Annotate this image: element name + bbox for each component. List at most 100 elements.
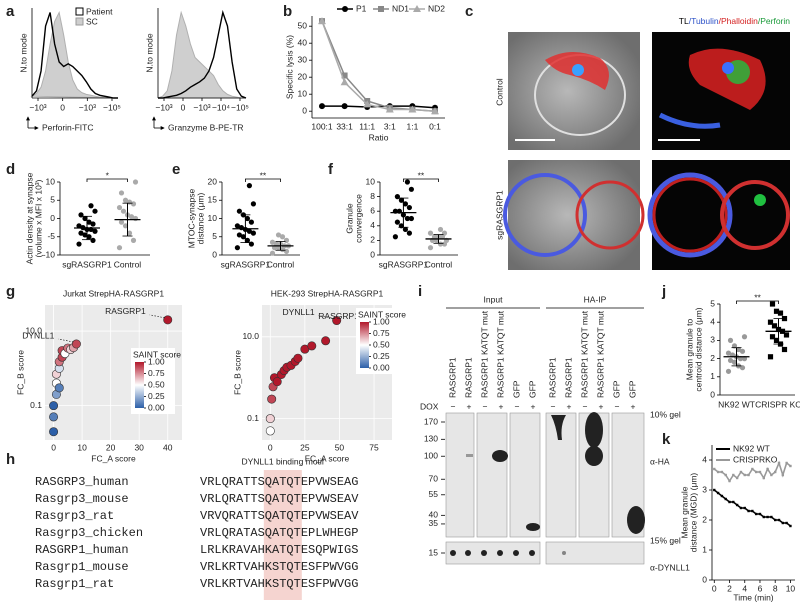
- panel-letter: d: [6, 161, 15, 178]
- c-header-tl: TL: [679, 16, 689, 26]
- lane-label: GFP: [611, 380, 621, 398]
- data-point: [739, 506, 743, 510]
- data-point: [739, 470, 743, 474]
- dox-sign: −: [515, 401, 520, 411]
- data-point: [116, 245, 123, 251]
- cell-outline: [503, 173, 587, 257]
- data-point: [118, 219, 125, 225]
- c-header-tubulin: /Tubulin: [689, 16, 719, 26]
- series-line: [713, 460, 791, 483]
- data-point: [725, 350, 732, 356]
- data-point: [789, 524, 792, 528]
- data-point: [770, 515, 773, 519]
- axis-label: centroid distance (μm): [693, 307, 703, 391]
- microscopy-images: [503, 32, 790, 270]
- patient-histogram: [31, 12, 118, 99]
- band: [481, 550, 487, 556]
- sequence: VRLQRATASQATQTEPLWHEGP: [200, 526, 358, 540]
- data-point: [774, 518, 777, 522]
- data-point: [130, 237, 137, 243]
- data-point: [244, 215, 250, 222]
- x-tick-label: −10³: [193, 102, 210, 112]
- data-point: [777, 461, 781, 465]
- x-tick-label: −10³: [155, 102, 172, 112]
- blot-lower: [445, 541, 541, 565]
- data-point: [234, 223, 240, 229]
- significance-bracket: [736, 300, 779, 304]
- axis-label: FC_B score: [15, 350, 25, 395]
- y-tick-label: 5: [710, 298, 715, 308]
- axis-label: N.to mode: [144, 33, 154, 72]
- panel-letter: j: [661, 283, 666, 300]
- data-point: [774, 470, 777, 474]
- plot-title: HEK-293 StrepHA-RASGRP1: [271, 288, 384, 298]
- data-point: [777, 518, 781, 522]
- x-tick-label: 75: [369, 442, 379, 452]
- data-point: [427, 245, 434, 251]
- sequence: VRLKRTVAHKSTQTESFPWVGG: [200, 577, 358, 591]
- y-tick-label: 0: [302, 105, 307, 115]
- data-point: [248, 219, 254, 225]
- y-tick-label: 4: [710, 316, 715, 326]
- c-header-phalloidin: /Phalloidin: [719, 16, 758, 26]
- x-tick-label: 3:1: [384, 121, 396, 131]
- axis-label: Mean granule: [679, 486, 689, 538]
- sequence: VRLQRATTSQATQTEPVWSEAV: [200, 492, 359, 506]
- dox-sign: −: [451, 401, 456, 411]
- data-point: [78, 230, 84, 236]
- y-tick-label: 10.0: [242, 331, 259, 341]
- colorbar-label: 0.75: [373, 328, 390, 338]
- data-point: [49, 427, 59, 437]
- y-tick-label: 8: [370, 191, 375, 201]
- data-point: [279, 234, 286, 240]
- axis-label: Actin density at synapse: [24, 172, 34, 264]
- colorbar-label: 0.00: [148, 402, 165, 412]
- colorbar-label: 0.00: [373, 362, 390, 372]
- data-point: [120, 208, 127, 214]
- colorbar-label: 0.50: [148, 379, 165, 389]
- data-point: [720, 470, 724, 474]
- data-point: [404, 215, 410, 222]
- data-point: [785, 521, 788, 525]
- legend-swatch: [75, 7, 84, 16]
- x-tick-label: 4: [742, 583, 747, 593]
- y-tick-label: 6: [370, 205, 375, 215]
- data-point: [342, 6, 348, 12]
- data-point: [724, 497, 727, 501]
- data-point: [767, 354, 774, 360]
- data-point: [771, 323, 778, 329]
- data-point: [321, 336, 331, 346]
- axis-label: Time (min): [733, 592, 773, 602]
- cell-outline: [647, 172, 733, 258]
- lane-label: RASGRP1: [463, 357, 473, 398]
- x-tick-label: 40: [163, 442, 173, 452]
- data-point: [758, 512, 762, 516]
- data-point: [781, 473, 785, 477]
- band: [465, 550, 471, 556]
- x-tick-label: 8: [773, 583, 778, 593]
- y-tick-label: 10.0: [25, 325, 42, 335]
- colorbar-label: 0.25: [148, 391, 165, 401]
- data-point: [770, 473, 773, 477]
- data-point: [92, 208, 98, 214]
- data-point: [363, 100, 372, 108]
- band: [497, 550, 503, 556]
- axis-label: FC_A score: [305, 453, 350, 463]
- c-header-perforin: /Perforin: [758, 16, 790, 26]
- western-blots: [445, 412, 645, 565]
- data-point: [408, 186, 414, 192]
- cell-outline: [652, 177, 728, 253]
- band: [585, 412, 603, 448]
- axis-label: N.to mode: [18, 33, 28, 72]
- legend-label: NK92 WT: [733, 443, 770, 453]
- colorbar-title: SAINT score: [133, 349, 181, 359]
- y-tick-label: -10: [43, 249, 56, 259]
- data-point: [250, 230, 256, 236]
- data-point: [408, 105, 417, 113]
- data-point: [341, 72, 348, 79]
- dox-sign: +: [531, 401, 536, 411]
- data-point: [713, 488, 716, 492]
- annotation-leader: [318, 315, 334, 319]
- x-tick-label: −10³: [29, 102, 46, 112]
- data-point: [49, 401, 59, 411]
